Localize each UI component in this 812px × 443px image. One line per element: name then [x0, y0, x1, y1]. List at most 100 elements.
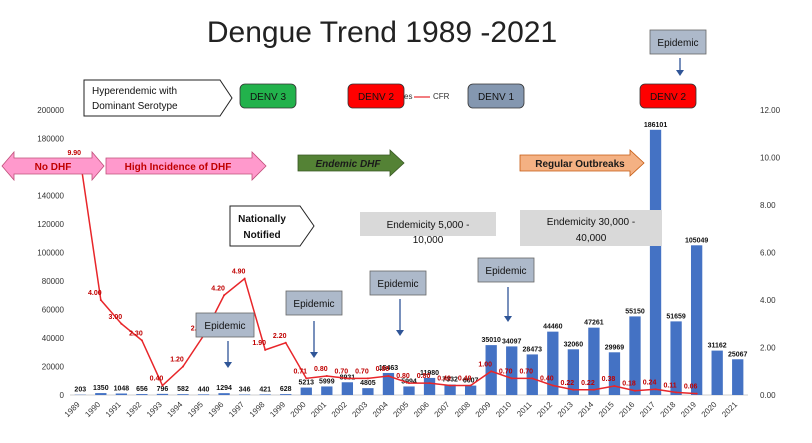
cfr-point — [120, 322, 123, 325]
y2-tick-label: 12.00 — [760, 106, 781, 115]
x-tick-label: 1992 — [124, 400, 143, 419]
bar — [341, 382, 354, 395]
hyperendemic-label: Hyperendemic with Dominant Serotype — [92, 86, 178, 112]
y2-tick-label: 6.00 — [760, 249, 776, 258]
bar-value-label: 5994 — [401, 378, 417, 385]
endemicity-box — [520, 210, 662, 246]
x-tick-label: 2008 — [453, 400, 472, 419]
cfr-value-label: 0.40 — [437, 376, 451, 383]
cfr-value-label: 0.40 — [540, 376, 554, 383]
bar — [526, 354, 538, 395]
cfr-value-label: 1.90 — [252, 340, 266, 347]
arrow-head — [310, 352, 318, 358]
epidemic-box — [477, 257, 535, 283]
bar — [711, 350, 723, 395]
y-tick-label: 40000 — [42, 334, 65, 343]
cfr-value-label: 3.00 — [109, 314, 123, 321]
bar-value-label: 5213 — [298, 380, 314, 387]
right-arrow — [519, 149, 645, 177]
notified-label: Notified — [243, 230, 280, 241]
x-tick-label: 2002 — [330, 400, 349, 419]
cfr-point — [366, 377, 369, 380]
x-tick-label: 2016 — [617, 400, 636, 419]
arrow-head — [504, 316, 512, 322]
cfr-value-label: 0.70 — [499, 368, 513, 375]
x-tick-label: 1997 — [227, 400, 246, 419]
epidemic-box — [195, 312, 255, 338]
y-tick-label: 140000 — [37, 192, 64, 201]
y-tick-label: 0 — [60, 391, 65, 400]
cfr-value-label: 0.11 — [663, 382, 676, 389]
bar-value-label: 582 — [177, 386, 189, 393]
bar — [362, 388, 374, 395]
serotype-denv2-b: DENV 2 — [639, 83, 697, 109]
cfr-value-label: 0.70 — [335, 368, 349, 375]
bar-value-label: 796 — [157, 386, 169, 393]
x-tick-label: 1995 — [186, 400, 205, 419]
x-tick-label: 1996 — [207, 400, 226, 419]
y2-tick-label: 10.00 — [760, 154, 781, 163]
cfr-value-label: 4.00 — [88, 290, 102, 297]
cfr-value-label: 0.40 — [458, 376, 472, 383]
x-tick-label: 1990 — [83, 400, 102, 419]
bar-value-label: 15463 — [379, 365, 399, 372]
bar-value-label: 51659 — [666, 313, 686, 320]
x-tick-label: 2004 — [371, 400, 390, 419]
endemicity-box-2: Endemicity 30,000 - 40,000 — [520, 210, 662, 246]
bar-value-label: 31162 — [708, 343, 727, 350]
cfr-point — [634, 389, 636, 392]
cfr-point — [592, 388, 595, 391]
serotype-box — [347, 83, 405, 109]
hyperendemic-line: Dominant Serotype — [92, 101, 178, 112]
bar-value-label: 1350 — [93, 385, 109, 392]
cfr-line-group: 9.904.003.002.300.401.202.504.204.901.90… — [67, 150, 698, 395]
bar — [464, 385, 477, 395]
right-arrow — [297, 149, 405, 177]
endemicity-line-2: 40,000 — [576, 233, 607, 244]
epidemic-box — [285, 290, 343, 316]
phase-no-dhf: No DHF — [1, 150, 105, 182]
bar — [321, 386, 333, 395]
serotype-box — [467, 83, 525, 109]
cfr-value-label: 9.90 — [67, 150, 81, 157]
bar — [95, 393, 107, 395]
x-tick-label: 2021 — [720, 400, 739, 419]
cfr-point — [675, 391, 678, 394]
cfr-point — [490, 370, 493, 373]
bar — [690, 245, 703, 395]
legend-partial: es — [404, 92, 412, 101]
bar — [136, 394, 148, 395]
epidemic-callout-1996: Epidemic — [195, 312, 255, 368]
cfr-point — [654, 388, 657, 391]
x-tick-label: 2018 — [659, 400, 678, 419]
bar-value-label: 186101 — [644, 122, 667, 129]
arrow-head — [676, 70, 684, 76]
chart-title: Dengue Trend 1989 -2021 — [207, 16, 557, 49]
bar-value-label: 5999 — [319, 378, 335, 385]
serotype-denv3: DENV 3 — [239, 83, 297, 109]
endemicity-line-2: 10,000 — [413, 235, 444, 246]
cfr-value-label: 0.71 — [293, 368, 307, 375]
cfr-value-label: 1.20 — [170, 357, 184, 364]
x-tick-label: 1998 — [248, 400, 267, 419]
bar — [423, 377, 436, 395]
bar-value-label: 44460 — [543, 324, 563, 331]
bar-value-label: 7332 — [442, 377, 458, 384]
cfr-point — [284, 341, 287, 344]
bar — [156, 393, 169, 395]
endemicity-line-1: Endemicity 30,000 - — [547, 217, 635, 228]
endemicity-box-1: Endemicity 5,000 - 10,000 — [360, 212, 496, 246]
y-tick-label: 60000 — [42, 306, 65, 315]
endemicity-line-1: Endemicity 5,000 - — [387, 220, 470, 231]
cfr-point — [613, 384, 616, 387]
hyperendemic-line: Hyperendemic with — [92, 86, 177, 97]
x-tick-label: 2017 — [638, 400, 657, 419]
y2-tick-label: 0.00 — [760, 391, 776, 400]
x-tick-label: 2010 — [494, 400, 513, 419]
cfr-value-label: 0.24 — [643, 379, 657, 386]
cfr-point — [140, 339, 143, 342]
bar — [259, 394, 271, 395]
bar — [732, 359, 744, 395]
x-tick-label: 2015 — [597, 400, 616, 419]
